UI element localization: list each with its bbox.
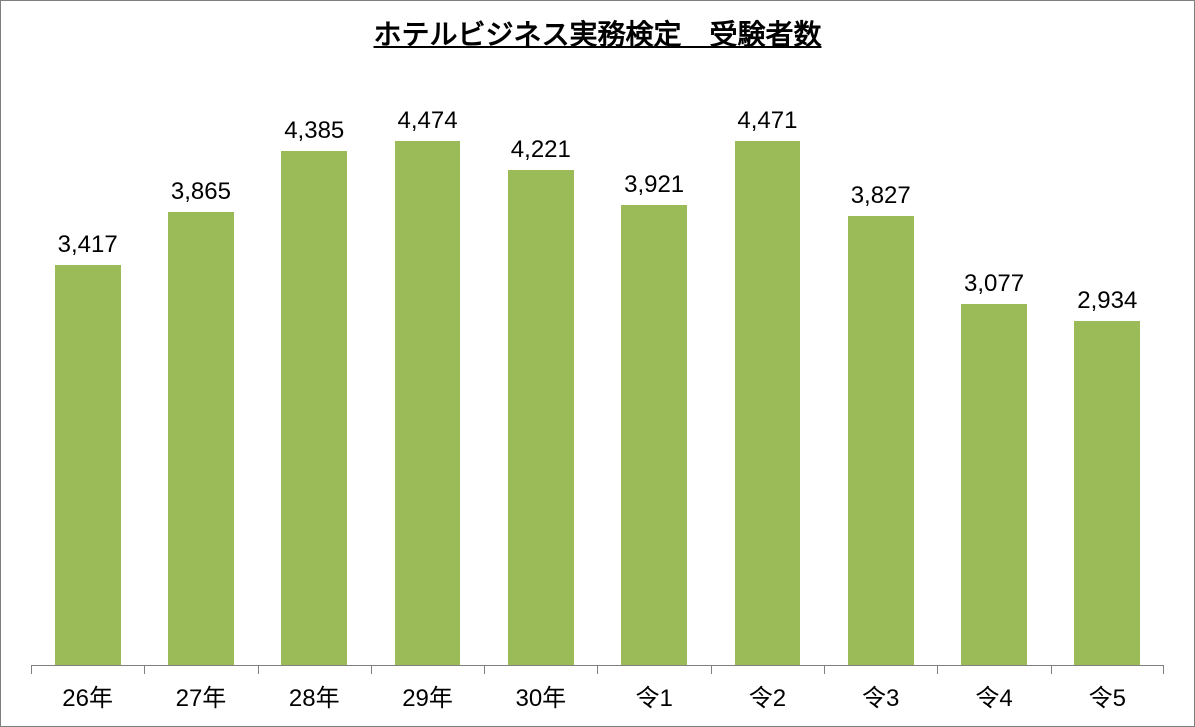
- bar: [621, 205, 687, 665]
- x-tick-label: 28年: [258, 678, 371, 713]
- bar-group: 3,077: [937, 79, 1050, 665]
- x-axis: 26年 27年 28年 29年 30年 令1 令2 令3 令4 令5: [31, 666, 1164, 726]
- bar-group: 4,471: [711, 79, 824, 665]
- x-tick: 令3: [824, 666, 937, 726]
- bar-value-label: 4,221: [511, 136, 571, 164]
- x-tick: 29年: [371, 666, 484, 726]
- bar-value-label: 3,077: [964, 270, 1024, 298]
- bar: [281, 151, 347, 665]
- x-tick: 26年: [31, 666, 144, 726]
- x-tick: 27年: [144, 666, 257, 726]
- x-tick: 令2: [711, 666, 824, 726]
- bar-group: 4,474: [371, 79, 484, 665]
- bar-value-label: 4,474: [398, 107, 458, 135]
- bar: [55, 265, 121, 665]
- x-tick-label: 29年: [371, 678, 484, 713]
- bar-group: 3,921: [597, 79, 710, 665]
- bar: [735, 141, 801, 665]
- bar-value-label: 3,865: [171, 178, 231, 206]
- bar-value-label: 3,921: [624, 171, 684, 199]
- x-tick-label: 令2: [711, 678, 824, 713]
- bar-group: 2,934: [1051, 79, 1164, 665]
- bar-value-label: 3,827: [851, 182, 911, 210]
- bar-value-label: 4,471: [737, 107, 797, 135]
- bar: [961, 304, 1027, 665]
- x-tick: 令1: [597, 666, 710, 726]
- bar: [848, 216, 914, 665]
- bar-value-label: 3,417: [58, 231, 118, 259]
- bar-group: 4,385: [258, 79, 371, 665]
- x-tick-label: 30年: [484, 678, 597, 713]
- x-tick-label: 26年: [31, 678, 144, 713]
- x-tick-label: 令1: [597, 678, 710, 713]
- x-tick-label: 27年: [144, 678, 257, 713]
- x-tick: 令5: [1051, 666, 1164, 726]
- bar-group: 4,221: [484, 79, 597, 665]
- x-tick: 30年: [484, 666, 597, 726]
- bars-wrapper: 3,417 3,865 4,385 4,474 4,221 3,921: [31, 79, 1164, 665]
- bar-value-label: 2,934: [1077, 287, 1137, 315]
- chart-container: ホテルビジネス実務検定 受験者数 3,417 3,865 4,385 4,474…: [0, 0, 1195, 727]
- plot-area: 3,417 3,865 4,385 4,474 4,221 3,921: [31, 79, 1164, 666]
- bar: [508, 170, 574, 665]
- bar: [168, 212, 234, 665]
- x-tick-label: 令4: [937, 678, 1050, 713]
- x-tick-label: 令3: [824, 678, 937, 713]
- chart-title: ホテルビジネス実務検定 受験者数: [1, 13, 1194, 53]
- bar-value-label: 4,385: [284, 117, 344, 145]
- bar: [395, 141, 461, 665]
- x-tick: 令4: [937, 666, 1050, 726]
- bar-group: 3,417: [31, 79, 144, 665]
- bar-group: 3,865: [144, 79, 257, 665]
- bar: [1074, 321, 1140, 665]
- x-tick-label: 令5: [1051, 678, 1164, 713]
- x-tick: 28年: [258, 666, 371, 726]
- bar-group: 3,827: [824, 79, 937, 665]
